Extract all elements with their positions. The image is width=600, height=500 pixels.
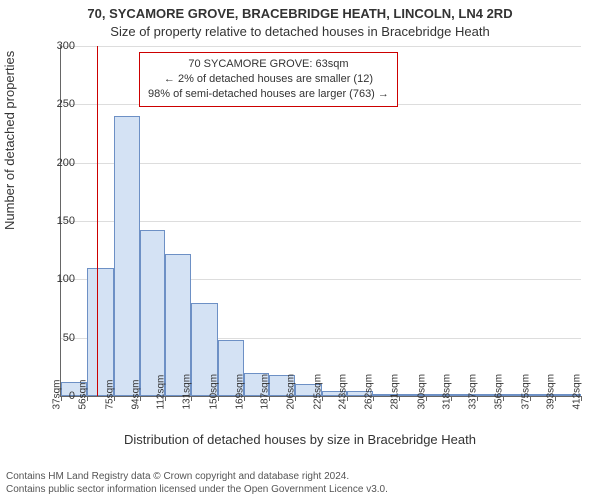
footer-line1: Contains HM Land Registry data © Crown c… <box>6 470 388 483</box>
info-box-line2: ← 2% of detached houses are smaller (12) <box>148 72 389 87</box>
info-box-line1: 70 SYCAMORE GROVE: 63sqm <box>148 57 389 72</box>
y-tick-label: 50 <box>63 332 75 344</box>
histogram-bar <box>114 116 140 396</box>
histogram-bar <box>140 230 165 396</box>
marker-line <box>97 46 98 396</box>
y-axis-label: Number of detached properties <box>2 51 17 230</box>
footer-line2: Contains public sector information licen… <box>6 483 388 496</box>
footer-attribution: Contains HM Land Registry data © Crown c… <box>6 470 388 496</box>
x-axis-title: Distribution of detached houses by size … <box>0 432 600 447</box>
y-tick-label: 100 <box>57 273 75 285</box>
info-box-line3: 98% of semi-detached houses are larger (… <box>148 87 389 102</box>
y-tick-label: 0 <box>69 390 75 402</box>
gridline <box>61 46 581 47</box>
y-tick-label: 250 <box>57 98 75 110</box>
marker-info-box: 70 SYCAMORE GROVE: 63sqm ← 2% of detache… <box>139 52 398 107</box>
chart-title-main: 70, SYCAMORE GROVE, BRACEBRIDGE HEATH, L… <box>0 6 600 21</box>
y-tick-label: 200 <box>57 157 75 169</box>
chart-title-sub: Size of property relative to detached ho… <box>0 24 600 39</box>
y-tick-label: 300 <box>57 40 75 52</box>
histogram-plot: 70 SYCAMORE GROVE: 63sqm ← 2% of detache… <box>60 46 581 397</box>
y-tick-label: 150 <box>57 215 75 227</box>
histogram-bar <box>87 268 113 396</box>
